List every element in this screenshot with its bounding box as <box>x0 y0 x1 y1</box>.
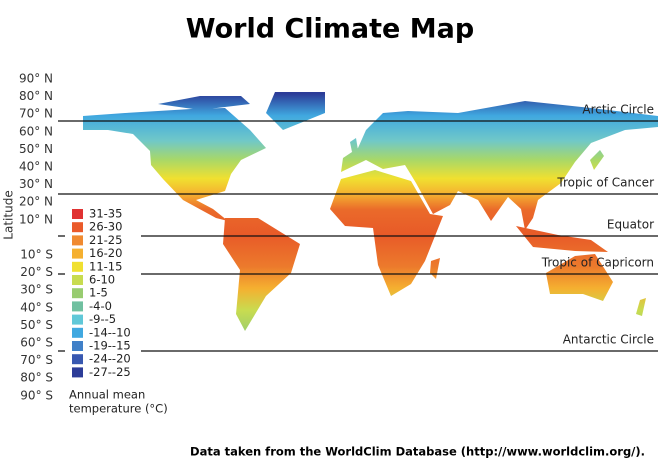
latitude-label: 70° S <box>20 353 53 367</box>
map <box>83 92 658 331</box>
legend-label: 26-30 <box>89 220 122 234</box>
eurasia <box>341 101 658 230</box>
legend-title: temperature (°C) <box>69 402 168 416</box>
legend-swatch <box>72 301 83 312</box>
latitude-label: 20° S <box>20 265 53 279</box>
latitude-label: 40° N <box>19 160 53 174</box>
latitude-labels: 90° N 80° N 70° N 60° N 50° N 40° N 30° N 20° N… <box>19 72 53 403</box>
legend-title: Annual mean <box>69 388 145 402</box>
title: World Climate Map <box>186 14 474 45</box>
legend-swatch <box>72 314 83 325</box>
reference-label: Tropic of Capricorn <box>541 256 654 270</box>
legend-swatch <box>72 367 83 378</box>
reference-label: Antarctic Circle <box>563 333 654 347</box>
legend-swatch <box>72 288 83 299</box>
australia <box>546 254 613 301</box>
latitude-label: 80° N <box>19 89 53 103</box>
legend-label: 1-5 <box>89 286 108 300</box>
legend-swatch <box>72 275 83 285</box>
north-america <box>83 108 266 221</box>
latitude-label: 40° S <box>20 300 53 314</box>
reference-label: Equator <box>607 218 654 232</box>
africa <box>330 170 443 296</box>
latitude-label: 90° S <box>20 388 53 402</box>
legend-label: -14--10 <box>89 325 131 339</box>
indonesia <box>516 226 608 252</box>
new-zealand <box>636 298 646 316</box>
reference-lines: Arctic Circle Tropic of Cancer Equator Trop… <box>58 103 658 352</box>
arctic-islands <box>158 96 250 110</box>
reference-label: Arctic Circle <box>582 103 654 117</box>
latitude-label: 10° S <box>20 248 53 262</box>
legend-label: 16-20 <box>89 246 122 260</box>
latitude-label: 70° N <box>19 107 53 121</box>
legend: 31-3526-3021-2516-2011-156-101-5-4-0-9--… <box>69 207 168 416</box>
latitude-label: 60° S <box>20 336 53 350</box>
legend-swatch <box>72 209 83 219</box>
madagascar <box>430 258 440 279</box>
legend-label: 31-35 <box>89 207 122 221</box>
legend-label: 6-10 <box>89 273 115 287</box>
legend-label: -4-0 <box>89 299 112 313</box>
legend-swatch <box>72 222 83 233</box>
legend-swatch <box>72 327 83 338</box>
legend-swatch <box>72 341 83 351</box>
latitude-label: 30° N <box>19 177 53 191</box>
britain <box>350 138 358 152</box>
legend-swatch <box>72 354 83 365</box>
source: Data taken from the WorldClim Database (… <box>190 445 645 459</box>
greenland <box>266 92 325 130</box>
legend-swatch <box>72 261 83 272</box>
latitude-label: 20° N <box>19 195 53 209</box>
legend-swatch <box>72 235 83 246</box>
legend-label: 11-15 <box>89 259 122 273</box>
latitude-label: 50° N <box>19 142 53 156</box>
legend-label: -24--20 <box>89 352 131 366</box>
legend-label: -27--25 <box>89 365 131 379</box>
legend-label: -9--5 <box>89 312 116 326</box>
axis-label: Latitude <box>2 190 16 239</box>
legend-label: -19--15 <box>89 339 131 353</box>
latitude-label: 80° S <box>20 371 53 385</box>
latitude-label: 60° N <box>19 124 53 138</box>
latitude-label: 10° N <box>19 212 53 226</box>
reference-label: Tropic of Cancer <box>556 176 654 190</box>
latitude-label: 90° N <box>19 72 53 86</box>
latitude-label: 50° S <box>20 318 53 332</box>
legend-swatch <box>72 248 83 259</box>
legend-label: 21-25 <box>89 233 122 247</box>
japan <box>590 150 604 170</box>
latitude-label: 30° S <box>20 283 53 297</box>
